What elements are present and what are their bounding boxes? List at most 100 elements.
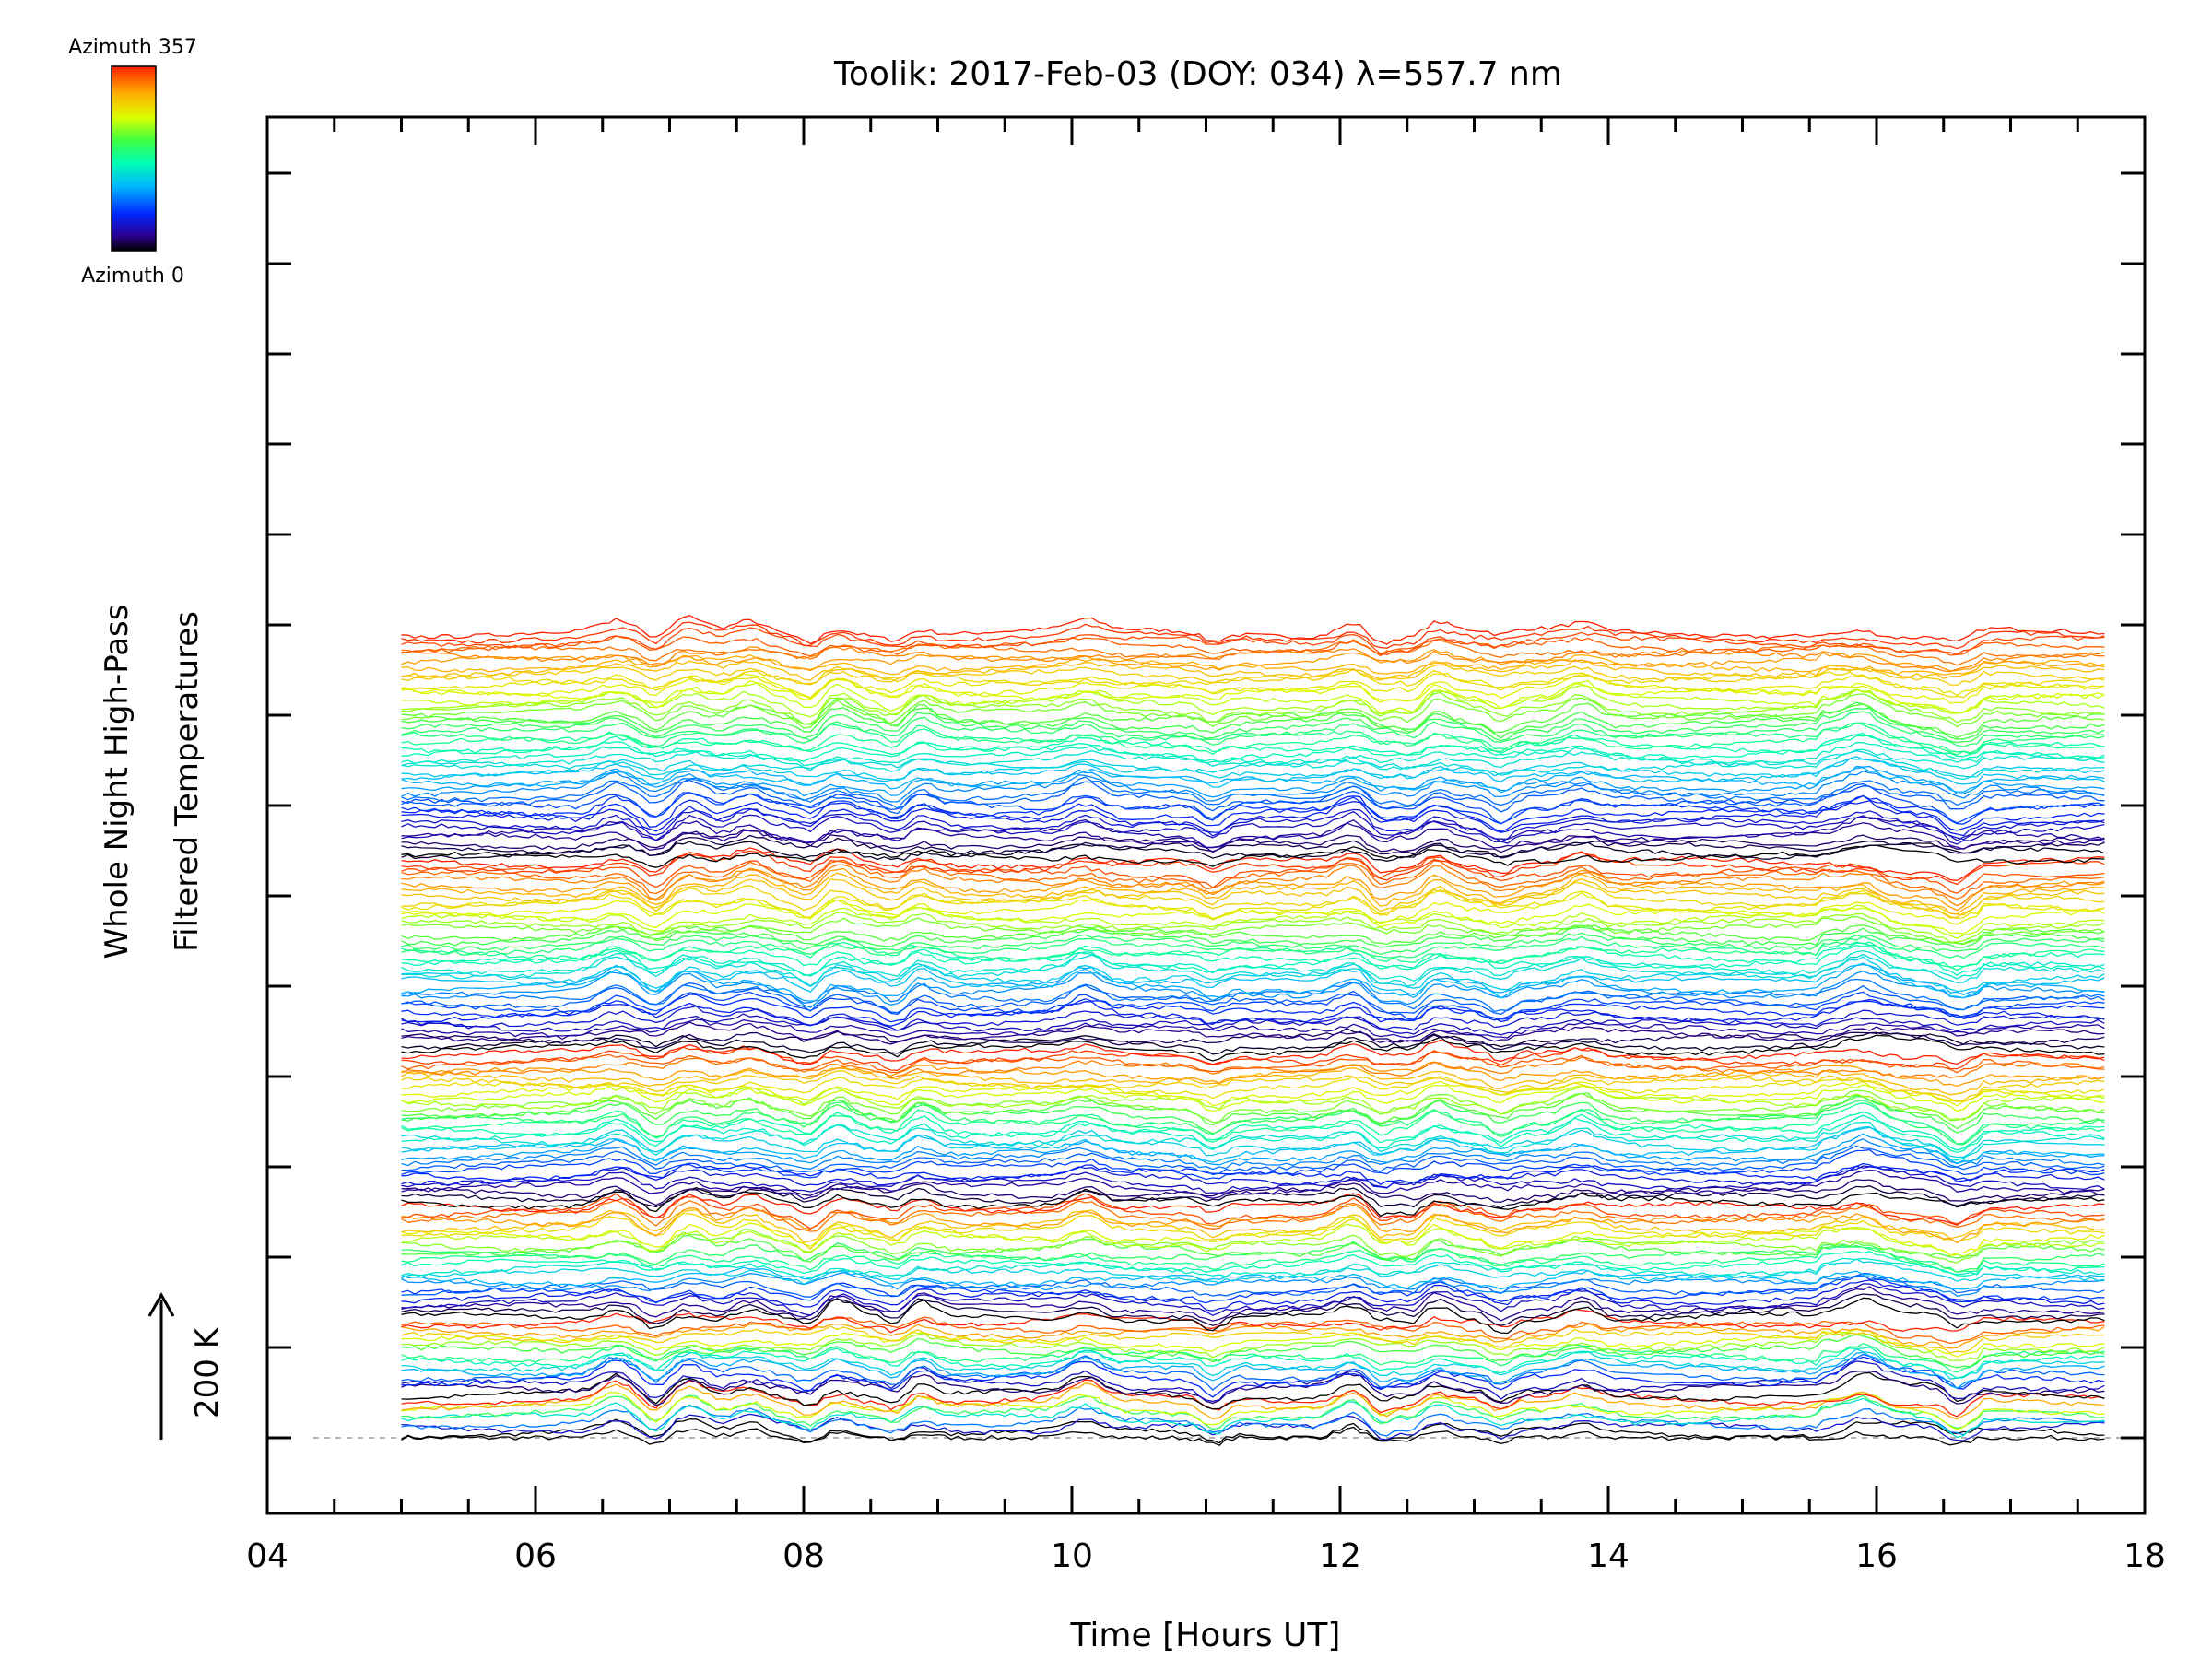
trace-ring-5-4 [401,1018,2105,1039]
x-tick-label-14: 14 [1587,1537,1630,1575]
trace-ring-5-25 [401,915,2105,946]
trace-ring-6-25 [401,722,2105,756]
trace-ring-6-2 [401,834,2105,859]
x-tick-label-12: 12 [1319,1537,1361,1575]
trace-ring-6-26 [401,711,2105,747]
trace-ring-3-10 [401,1257,2105,1279]
trace-ring-6-46 [401,621,2105,650]
x-tick-marks [265,117,2147,1513]
trace-ring-4-5 [401,1165,2105,1189]
trace-ring-3-6 [401,1273,2105,1298]
trace-ring-6-20 [401,748,2105,772]
trace-ring-4-10 [401,1133,2105,1166]
trace-ring-6-15 [401,765,2105,798]
trace-ring-4-9 [401,1138,2105,1171]
trace-bottom-5 [401,1389,2105,1430]
trace-ring-6-44 [401,635,2105,657]
trace-ring-6-1 [401,841,2105,862]
scale-bar [147,1291,175,1440]
trace-ring-5-18 [401,942,2105,976]
trace-ring-2-14 [401,1316,2105,1345]
trace-ring-5-39 [401,847,2105,881]
chart-title: Toolik: 2017-Feb-03 (DOY: 034) λ=557.7 n… [833,55,1562,93]
trace-ring-4-13 [401,1122,2105,1161]
trace-ring-2-1 [401,1370,2105,1406]
trace-ring-5-22 [401,932,2105,955]
trace-ring-6-45 [401,627,2105,655]
y-axis-label-line1: Whole Night High-Pass [99,605,135,959]
trace-ring-5-30 [401,888,2105,921]
trace-ring-6-40 [401,653,2105,676]
trace-ring-5-19 [401,945,2105,971]
trace-ring-4-16 [401,1102,2105,1145]
trace-ring-6-37 [401,665,2105,699]
colorbar-bottom-label: Azimuth 0 [81,265,184,288]
trace-ring-6-35 [401,673,2105,704]
trace-ring-6-9 [401,795,2105,832]
trace-ring-5-36 [401,860,2105,900]
trace-ring-4-15 [401,1111,2105,1154]
trace-ring-3-5 [401,1275,2105,1304]
trace-ring-5-26 [401,912,2105,943]
trace-ring-3-16 [401,1223,2105,1257]
trace-ring-3-11 [401,1250,2105,1277]
scale-bar-label: 200 K [189,1326,226,1418]
trace-ring-4-11 [401,1126,2105,1164]
trace-ring-4-28 [401,1056,2105,1079]
trace-ring-4-21 [401,1085,2105,1121]
trace-ring-2-12 [401,1325,2105,1354]
trace-ring-5-38 [401,850,2105,886]
trace-ring-3-23 [401,1193,2105,1226]
trace-ring-5-29 [401,891,2105,925]
trace-ring-4-18 [401,1094,2105,1135]
trace-ring-4-31 [401,1039,2105,1065]
trace-ring-5-3 [401,1021,2105,1045]
trace-ring-3-3 [401,1283,2105,1316]
trace-ring-6-30 [401,693,2105,729]
trace-ring-6-4 [401,822,2105,853]
trace-ring-4-20 [401,1089,2105,1124]
trace-ring-5-9 [401,991,2105,1020]
trace-ring-6-38 [401,664,2105,687]
trace-ring-6-17 [401,756,2105,788]
trace-ring-5-8 [401,994,2105,1023]
trace-ring-4-24 [401,1076,2105,1102]
trace-ring-6-32 [401,684,2105,718]
trace-ring-2-4 [401,1353,2105,1391]
trace-ring-4-23 [401,1080,2105,1107]
trace-ring-4-8 [401,1145,2105,1176]
trace-ring-6-11 [401,785,2105,825]
trace-ring-3-19 [401,1209,2105,1243]
x-tick-label-06: 06 [514,1537,557,1575]
x-tick-label-18: 18 [2124,1537,2166,1575]
trace-ring-4-2 [401,1179,2105,1206]
trace-ring-3-20 [401,1204,2105,1244]
trace-ring-3-2 [401,1286,2105,1322]
trace-ring-5-12 [401,971,2105,1008]
trace-ring-6-29 [401,698,2105,739]
trace-ring-6-13 [401,776,2105,809]
trace-ring-5-14 [401,962,2105,999]
trace-ring-5-11 [401,978,2105,1013]
trace-ring-5-31 [401,881,2105,916]
trace-ring-4-7 [401,1148,2105,1181]
trace-ring-5-34 [401,867,2105,912]
trace-ring-3-9 [401,1258,2105,1286]
x-tick-label-04: 04 [246,1537,288,1575]
trace-ring-5-33 [401,872,2105,915]
trace-ring-3-4 [401,1279,2105,1312]
trace-ring-3-13 [401,1241,2105,1274]
trace-ring-5-23 [401,926,2105,948]
trace-ring-6-14 [401,770,2105,803]
x-tick-label-08: 08 [782,1537,825,1575]
trace-ring-6-18 [401,758,2105,782]
trace-ring-6-43 [401,639,2105,666]
trace-bottom-6 [401,1382,2105,1420]
trace-ring-2-6 [401,1347,2105,1380]
trace-ring-4-3 [401,1169,2105,1200]
trace-ring-2-15 [401,1308,2105,1334]
trace-ring-4-27 [401,1061,2105,1088]
trace-ring-5-5 [401,1013,2105,1036]
trace-ring-3-0 [401,1297,2105,1335]
